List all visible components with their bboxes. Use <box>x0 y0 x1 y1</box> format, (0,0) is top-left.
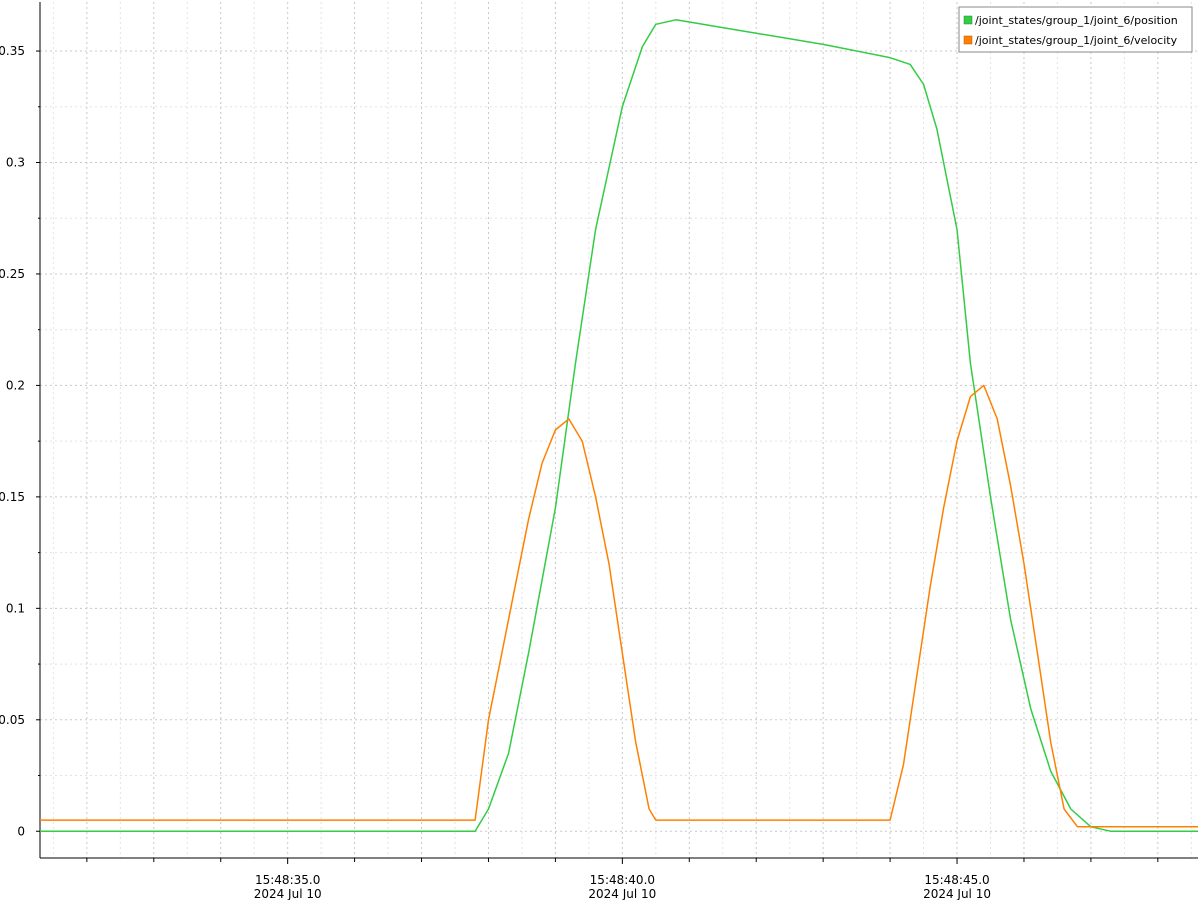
y-tick-label: 0.25 <box>0 267 25 281</box>
legend-label-position: /joint_states/group_1/joint_6/position <box>975 14 1178 27</box>
x-tick-label-time: 15:48:40.0 <box>590 873 655 887</box>
y-tick-label: 0.1 <box>6 601 25 615</box>
series-lines <box>40 19 1198 833</box>
y-tick-label: 0.3 <box>6 156 25 170</box>
axes <box>36 2 1198 864</box>
legend-frame <box>958 6 1193 53</box>
y-tick-label: 0.2 <box>6 378 25 392</box>
legend[interactable]: /joint_states/group_1/joint_6/position /… <box>958 6 1193 53</box>
legend-swatch-velocity <box>963 35 973 45</box>
x-tick-label-date: 2024 Jul 10 <box>254 887 322 900</box>
x-tick-label-time: 15:48:35.0 <box>255 873 320 887</box>
series-line-position <box>40 19 1198 833</box>
legend-swatch-position <box>963 15 973 25</box>
y-tick-label: 0.05 <box>0 713 25 727</box>
x-tick-label-date: 2024 Jul 10 <box>923 887 991 900</box>
x-tick-label-date: 2024 Jul 10 <box>588 887 656 900</box>
series-line-velocity <box>40 384 1198 828</box>
grid <box>40 2 1198 858</box>
y-tick-label: 0 <box>17 824 25 838</box>
y-tick-label: 0.35 <box>0 44 25 58</box>
x-tick-label-time: 15:48:45.0 <box>924 873 989 887</box>
y-axis-tick-labels: 0 0.05 0.1 0.15 0.2 0.25 0.3 0.35 <box>0 44 25 838</box>
legend-label-velocity: /joint_states/group_1/joint_6/velocity <box>975 34 1178 47</box>
y-tick-label: 0.15 <box>0 490 25 504</box>
